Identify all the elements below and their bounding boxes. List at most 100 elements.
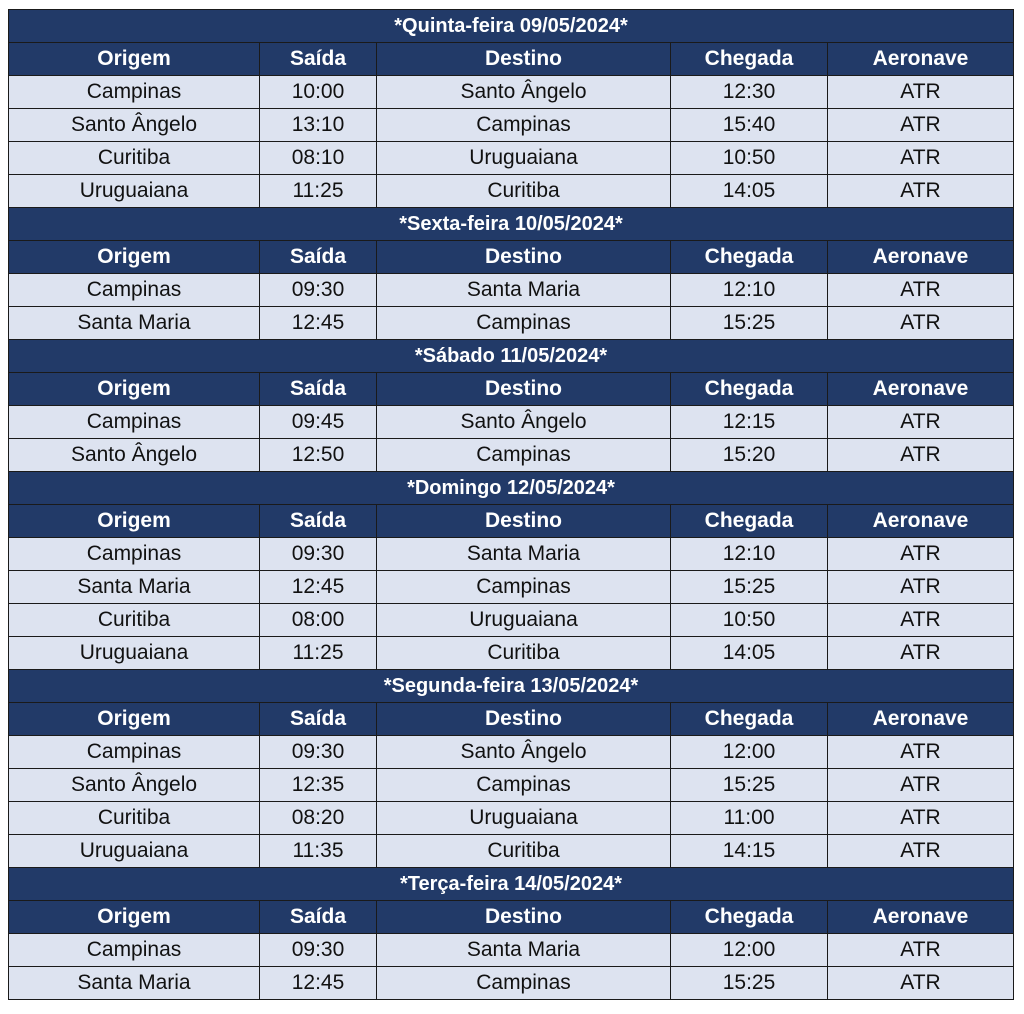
flight-origem-cell: Santo Ângelo (8, 438, 260, 472)
flight-destino-cell: Santa Maria (376, 933, 671, 967)
flight-aeronave-cell: ATR (826, 570, 1015, 604)
day-header-row: *Quinta-feira 09/05/2024* (7, 9, 1015, 43)
day-header-row: *Sábado 11/05/2024* (7, 339, 1015, 373)
flight-schedule-table: *Quinta-feira 09/05/2024* Origem Saída Dest… (7, 9, 1015, 1000)
flight-chegada-cell: 15:25 (670, 570, 828, 604)
flight-saida-cell: 08:00 (259, 603, 377, 637)
column-header-aeronave: Aeronave (826, 240, 1015, 274)
day-title: *Terça-feira 14/05/2024* (7, 867, 1015, 901)
flight-saida-cell: 09:30 (259, 735, 377, 769)
flight-aeronave-cell: ATR (826, 141, 1015, 175)
flight-aeronave-cell: ATR (826, 405, 1015, 439)
flight-saida-cell: 12:45 (259, 570, 377, 604)
flight-chegada-cell: 15:40 (670, 108, 828, 142)
flight-aeronave-cell: ATR (826, 966, 1015, 1000)
flight-origem-cell: Campinas (8, 75, 260, 109)
flight-aeronave-cell: ATR (826, 306, 1015, 340)
day-header-row: *Segunda-feira 13/05/2024* (7, 669, 1015, 703)
column-header-origem: Origem (8, 372, 260, 406)
flight-row: Campinas 09:45 Santo Ângelo 12:15 ATR (8, 405, 1015, 439)
flight-destino-cell: Santo Ângelo (376, 735, 671, 769)
flight-destino-cell: Uruguaiana (376, 603, 671, 637)
flight-aeronave-cell: ATR (826, 933, 1015, 967)
column-header-row: Origem Saída Destino Chegada Aeronave (8, 900, 1015, 934)
flight-origem-cell: Campinas (8, 735, 260, 769)
flight-row: Uruguaiana 11:35 Curitiba 14:15 ATR (8, 834, 1015, 868)
flight-destino-cell: Curitiba (376, 174, 671, 208)
flight-destino-cell: Curitiba (376, 834, 671, 868)
column-header-chegada: Chegada (670, 504, 828, 538)
flight-origem-cell: Santa Maria (8, 966, 260, 1000)
flight-aeronave-cell: ATR (826, 174, 1015, 208)
flight-saida-cell: 09:30 (259, 273, 377, 307)
flight-saida-cell: 10:00 (259, 75, 377, 109)
flight-destino-cell: Santa Maria (376, 537, 671, 571)
flight-saida-cell: 09:30 (259, 933, 377, 967)
flight-origem-cell: Curitiba (8, 141, 260, 175)
flight-chegada-cell: 12:30 (670, 75, 828, 109)
flight-saida-cell: 09:45 (259, 405, 377, 439)
flight-row: Santo Ângelo 12:35 Campinas 15:25 ATR (8, 768, 1015, 802)
flight-destino-cell: Campinas (376, 768, 671, 802)
flight-aeronave-cell: ATR (826, 108, 1015, 142)
column-header-origem: Origem (8, 900, 260, 934)
column-header-chegada: Chegada (670, 702, 828, 736)
flight-chegada-cell: 15:25 (670, 768, 828, 802)
flight-destino-cell: Santo Ângelo (376, 405, 671, 439)
flight-destino-cell: Curitiba (376, 636, 671, 670)
flight-chegada-cell: 12:10 (670, 537, 828, 571)
flight-chegada-cell: 12:15 (670, 405, 828, 439)
flight-row: Curitiba 08:00 Uruguaiana 10:50 ATR (8, 603, 1015, 637)
flight-chegada-cell: 12:00 (670, 735, 828, 769)
flight-aeronave-cell: ATR (826, 636, 1015, 670)
flight-saida-cell: 12:50 (259, 438, 377, 472)
column-header-row: Origem Saída Destino Chegada Aeronave (8, 702, 1015, 736)
flight-chegada-cell: 14:05 (670, 174, 828, 208)
flight-aeronave-cell: ATR (826, 735, 1015, 769)
flight-row: Campinas 09:30 Santo Ângelo 12:00 ATR (8, 735, 1015, 769)
day-title: *Sexta-feira 10/05/2024* (7, 207, 1015, 241)
flight-destino-cell: Campinas (376, 438, 671, 472)
flight-saida-cell: 11:35 (259, 834, 377, 868)
column-header-saida: Saída (259, 504, 377, 538)
column-header-origem: Origem (8, 702, 260, 736)
column-header-saida: Saída (259, 240, 377, 274)
column-header-origem: Origem (8, 240, 260, 274)
column-header-row: Origem Saída Destino Chegada Aeronave (8, 372, 1015, 406)
flight-destino-cell: Santo Ângelo (376, 75, 671, 109)
flight-aeronave-cell: ATR (826, 801, 1015, 835)
flight-chegada-cell: 11:00 (670, 801, 828, 835)
column-header-row: Origem Saída Destino Chegada Aeronave (8, 240, 1015, 274)
flight-row: Uruguaiana 11:25 Curitiba 14:05 ATR (8, 636, 1015, 670)
flight-origem-cell: Uruguaiana (8, 174, 260, 208)
flight-saida-cell: 11:25 (259, 174, 377, 208)
flight-row: Campinas 09:30 Santa Maria 12:10 ATR (8, 273, 1015, 307)
flight-row: Curitiba 08:10 Uruguaiana 10:50 ATR (8, 141, 1015, 175)
column-header-chegada: Chegada (670, 372, 828, 406)
column-header-aeronave: Aeronave (826, 372, 1015, 406)
column-header-saida: Saída (259, 900, 377, 934)
flight-aeronave-cell: ATR (826, 603, 1015, 637)
flight-aeronave-cell: ATR (826, 537, 1015, 571)
flight-destino-cell: Santa Maria (376, 273, 671, 307)
flight-origem-cell: Santa Maria (8, 570, 260, 604)
flight-origem-cell: Campinas (8, 273, 260, 307)
column-header-saida: Saída (259, 42, 377, 76)
flight-origem-cell: Uruguaiana (8, 636, 260, 670)
day-title: *Domingo 12/05/2024* (7, 471, 1015, 505)
column-header-aeronave: Aeronave (826, 702, 1015, 736)
flight-saida-cell: 12:45 (259, 306, 377, 340)
flight-chegada-cell: 10:50 (670, 603, 828, 637)
flight-row: Santa Maria 12:45 Campinas 15:25 ATR (8, 570, 1015, 604)
column-header-origem: Origem (8, 504, 260, 538)
flight-row: Uruguaiana 11:25 Curitiba 14:05 ATR (8, 174, 1015, 208)
column-header-row: Origem Saída Destino Chegada Aeronave (8, 504, 1015, 538)
flight-row: Santo Ângelo 13:10 Campinas 15:40 ATR (8, 108, 1015, 142)
column-header-chegada: Chegada (670, 240, 828, 274)
flight-saida-cell: 08:10 (259, 141, 377, 175)
flight-origem-cell: Campinas (8, 405, 260, 439)
flight-row: Santa Maria 12:45 Campinas 15:25 ATR (8, 306, 1015, 340)
column-header-row: Origem Saída Destino Chegada Aeronave (8, 42, 1015, 76)
day-header-row: *Sexta-feira 10/05/2024* (7, 207, 1015, 241)
flight-chegada-cell: 15:25 (670, 306, 828, 340)
